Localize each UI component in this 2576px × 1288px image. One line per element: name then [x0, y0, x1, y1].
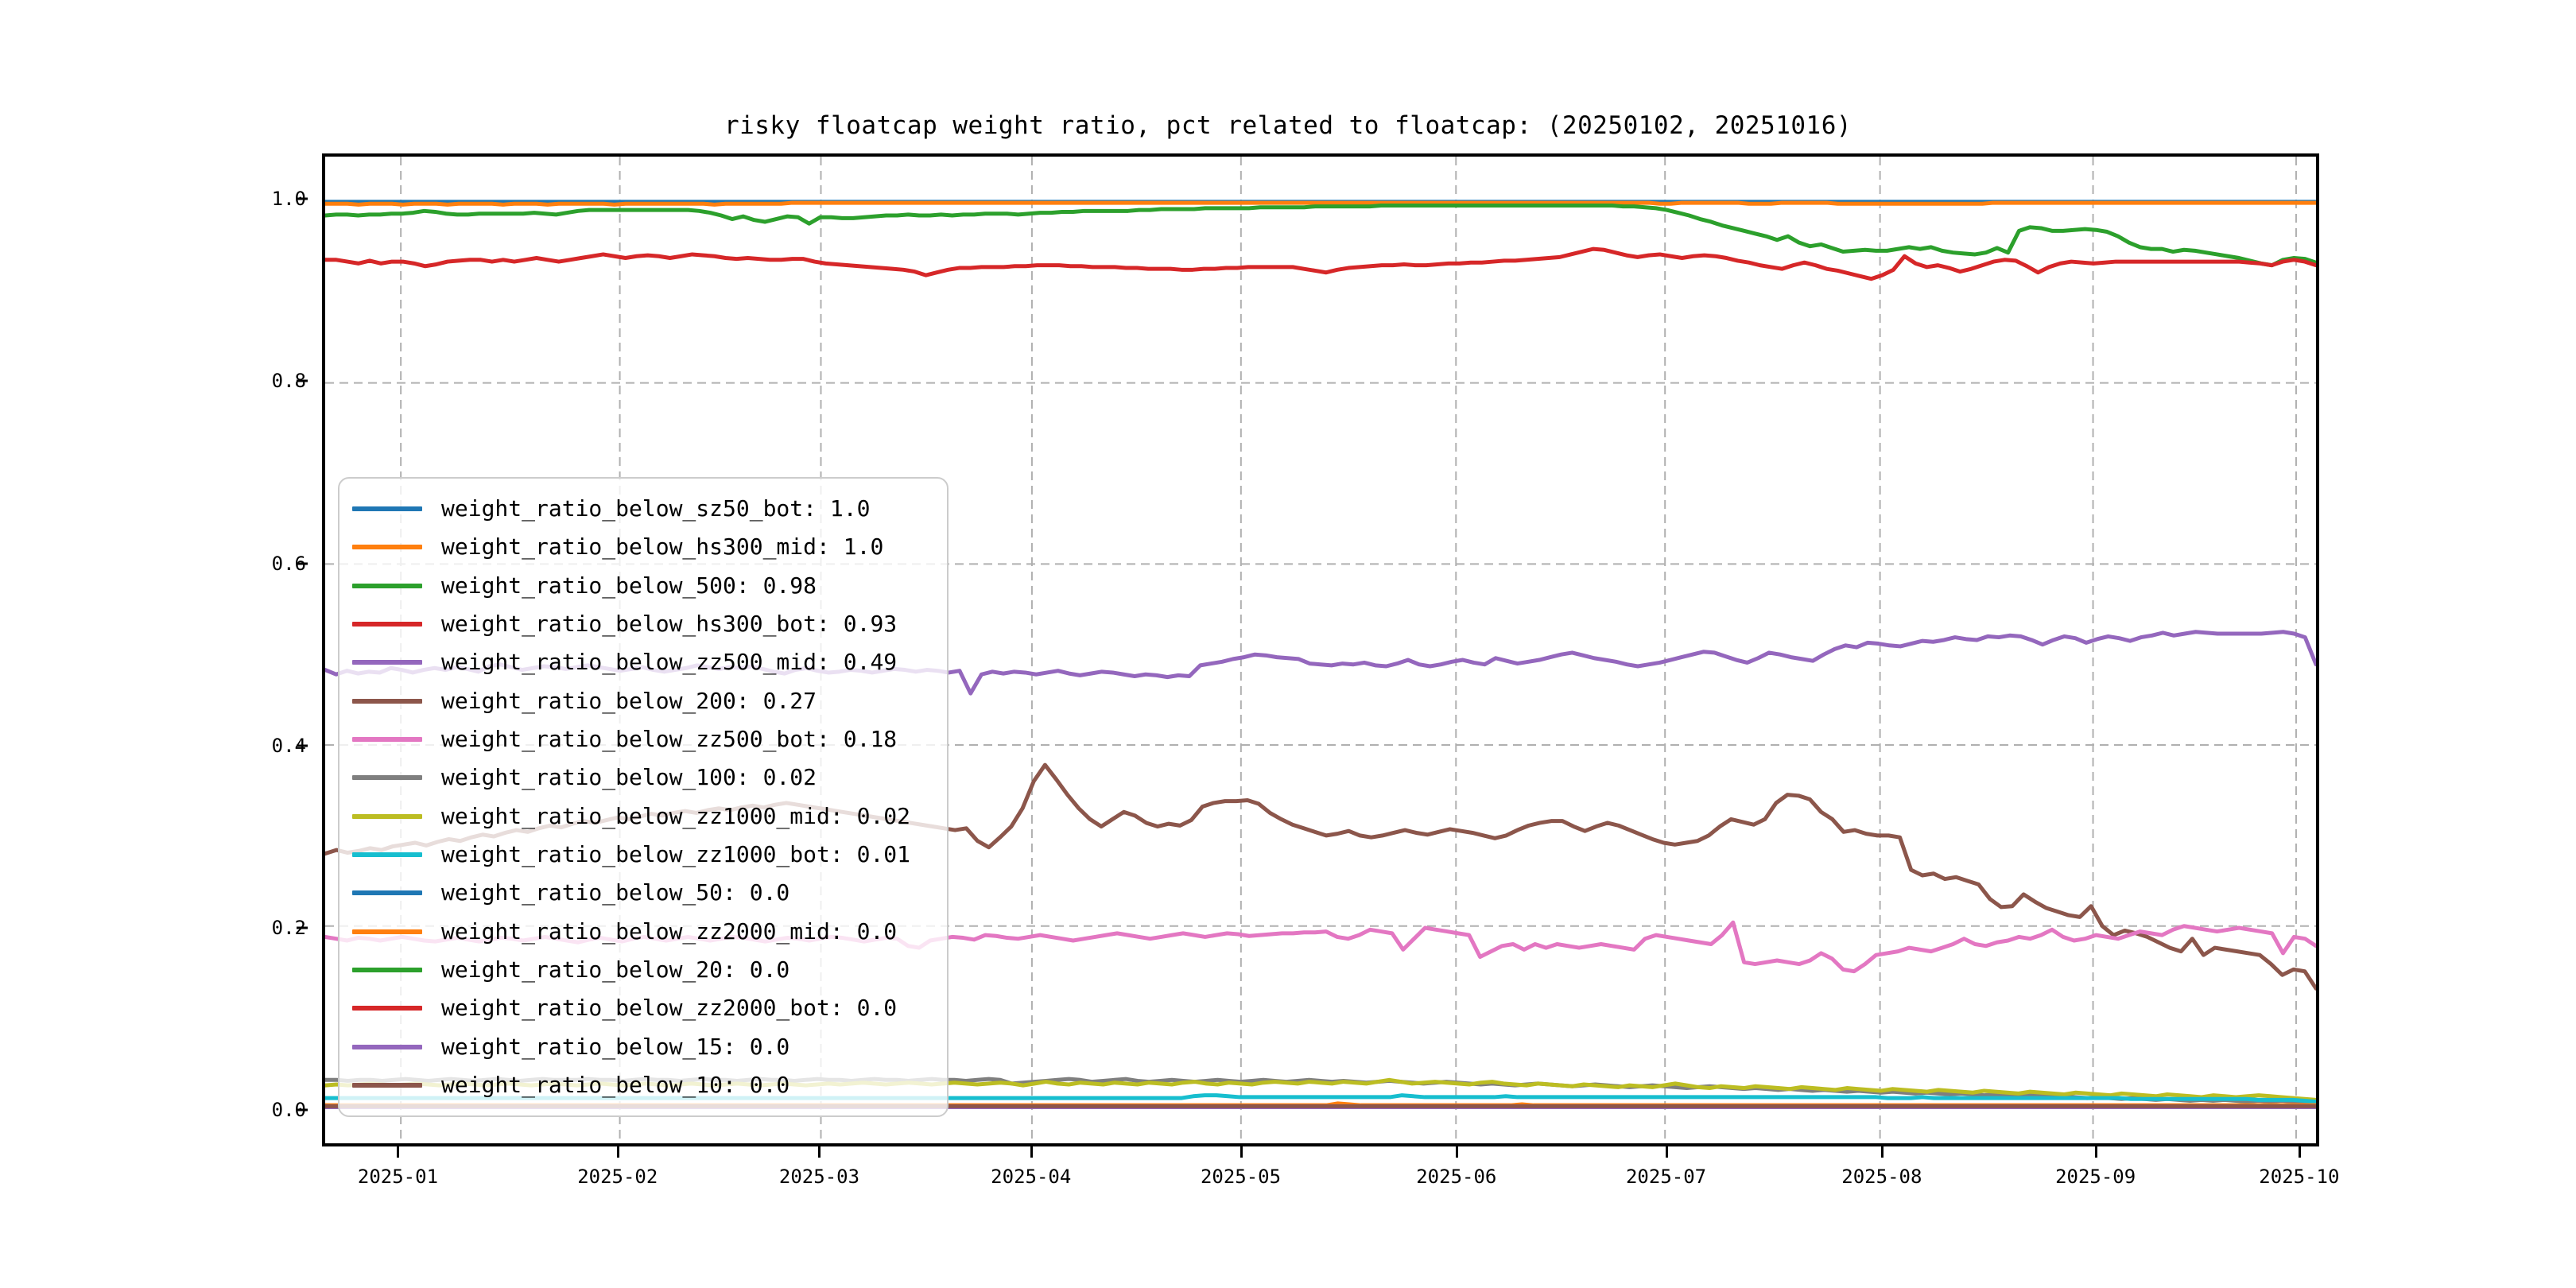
legend-label: weight_ratio_below_20: 0.0: [441, 956, 790, 983]
legend-item[interactable]: weight_ratio_below_sz50_bot: 1.0: [339, 490, 947, 528]
x-tick-label: 2025-02: [577, 1166, 658, 1188]
x-tick-label: 2025-08: [1841, 1166, 1922, 1188]
legend-color-swatch: [352, 506, 422, 511]
legend-label: weight_ratio_below_zz500_mid: 0.49: [441, 649, 898, 676]
legend-item[interactable]: weight_ratio_below_zz1000_bot: 0.01: [339, 836, 947, 874]
legend-item[interactable]: weight_ratio_below_zz500_bot: 0.18: [339, 720, 947, 758]
y-tick-label: 0.4: [271, 734, 306, 757]
y-tick-mark: [297, 1108, 308, 1111]
legend[interactable]: weight_ratio_below_sz50_bot: 1.0 weight_r…: [338, 477, 949, 1117]
y-tick-mark: [297, 926, 308, 929]
series-line: [325, 203, 2316, 204]
x-tick-label: 2025-07: [1625, 1166, 1707, 1188]
y-tick-label: 1.0: [271, 188, 306, 211]
legend-color-swatch: [352, 1006, 422, 1011]
legend-item[interactable]: weight_ratio_below_15: 0.0: [339, 1028, 947, 1066]
legend-label: weight_ratio_below_hs300_bot: 0.93: [441, 610, 898, 637]
legend-color-swatch: [352, 890, 422, 896]
y-tick-label: 0.8: [271, 370, 306, 393]
legend-color-swatch: [352, 775, 422, 781]
legend-item[interactable]: weight_ratio_below_zz1000_mid: 0.02: [339, 797, 947, 836]
x-axis: 2025-01 2025-02 2025-03 2025-04 2025-05 2025-…: [322, 1146, 2339, 1218]
legend-color-swatch: [352, 813, 422, 819]
legend-item[interactable]: weight_ratio_below_50: 0.0: [339, 874, 947, 912]
y-tick-label: 0.0: [271, 1099, 306, 1122]
legend-color-swatch: [352, 660, 422, 665]
y-tick-mark: [297, 379, 308, 382]
y-tick-mark: [297, 197, 308, 200]
legend-label: weight_ratio_below_zz2000_bot: 0.0: [441, 995, 898, 1022]
legend-items: weight_ratio_below_sz50_bot: 1.0 weight_r…: [339, 479, 947, 1115]
legend-color-swatch: [352, 583, 422, 588]
x-tick-mark: [1880, 1146, 1884, 1158]
x-tick-mark: [1455, 1146, 1458, 1158]
y-tick-label: 0.2: [271, 916, 306, 939]
x-tick-mark: [2094, 1146, 2097, 1158]
x-tick-mark: [818, 1146, 821, 1158]
series-line: [325, 205, 2316, 265]
legend-item[interactable]: weight_ratio_below_zz2000_mid: 0.0: [339, 913, 947, 951]
x-tick-mark: [616, 1146, 619, 1158]
legend-color-swatch: [352, 929, 422, 934]
legend-label: weight_ratio_below_50: 0.0: [441, 879, 790, 906]
legend-label: weight_ratio_below_200: 0.27: [441, 687, 817, 714]
legend-item[interactable]: weight_ratio_below_hs300_mid: 1.0: [339, 528, 947, 566]
legend-label: weight_ratio_below_zz2000_mid: 0.0: [441, 918, 898, 945]
x-tick-label: 2025-01: [357, 1166, 439, 1188]
legend-item[interactable]: weight_ratio_below_hs300_bot: 0.93: [339, 605, 947, 643]
x-tick-label: 2025-10: [2259, 1166, 2340, 1188]
series-line: [325, 249, 2316, 279]
x-tick-mark: [397, 1146, 400, 1158]
legend-label: weight_ratio_below_10: 0.0: [441, 1071, 790, 1098]
legend-color-swatch: [352, 967, 422, 972]
legend-label: weight_ratio_below_hs300_mid: 1.0: [441, 533, 884, 561]
x-tick-label: 2025-05: [1200, 1166, 1282, 1188]
legend-item[interactable]: weight_ratio_below_200: 0.27: [339, 682, 947, 720]
legend-item[interactable]: weight_ratio_below_zz500_mid: 0.49: [339, 643, 947, 681]
legend-label: weight_ratio_below_500: 0.98: [441, 572, 817, 599]
legend-label: weight_ratio_below_zz1000_bot: 0.01: [441, 840, 911, 867]
x-tick-mark: [1665, 1146, 1668, 1158]
x-tick-label: 2025-09: [2055, 1166, 2136, 1188]
legend-item[interactable]: weight_ratio_below_10: 0.0: [339, 1066, 947, 1104]
legend-label: weight_ratio_below_zz1000_mid: 0.02: [441, 802, 911, 829]
legend-item[interactable]: weight_ratio_below_zz2000_bot: 0.0: [339, 989, 947, 1027]
legend-color-swatch: [352, 1044, 422, 1049]
y-tick-mark: [297, 744, 308, 747]
y-tick-mark: [297, 562, 308, 565]
legend-label: weight_ratio_below_100: 0.02: [441, 764, 817, 791]
x-tick-mark: [2298, 1146, 2301, 1158]
legend-item[interactable]: weight_ratio_below_100: 0.02: [339, 758, 947, 797]
y-axis: 0.0 0.2 0.4 0.6 0.8 1.0: [203, 153, 308, 1146]
legend-color-swatch: [352, 1082, 422, 1088]
legend-item[interactable]: weight_ratio_below_500: 0.98: [339, 567, 947, 605]
legend-color-swatch: [352, 852, 422, 857]
legend-label: weight_ratio_below_15: 0.0: [441, 1033, 790, 1060]
x-tick-mark: [1030, 1146, 1033, 1158]
legend-label: weight_ratio_below_zz500_bot: 0.18: [441, 725, 898, 752]
x-tick-label: 2025-06: [1416, 1166, 1497, 1188]
chart-title: risky floatcap weight ratio, pct related…: [724, 111, 1852, 140]
y-tick-label: 0.6: [271, 552, 306, 575]
x-tick-label: 2025-03: [778, 1166, 860, 1188]
legend-color-swatch: [352, 698, 422, 704]
legend-color-swatch: [352, 736, 422, 742]
legend-label: weight_ratio_below_sz50_bot: 1.0: [441, 495, 871, 522]
legend-item[interactable]: weight_ratio_below_20: 0.0: [339, 951, 947, 989]
x-tick-label: 2025-04: [991, 1166, 1072, 1188]
x-tick-mark: [1240, 1146, 1243, 1158]
legend-color-swatch: [352, 545, 422, 550]
legend-color-swatch: [352, 621, 422, 627]
